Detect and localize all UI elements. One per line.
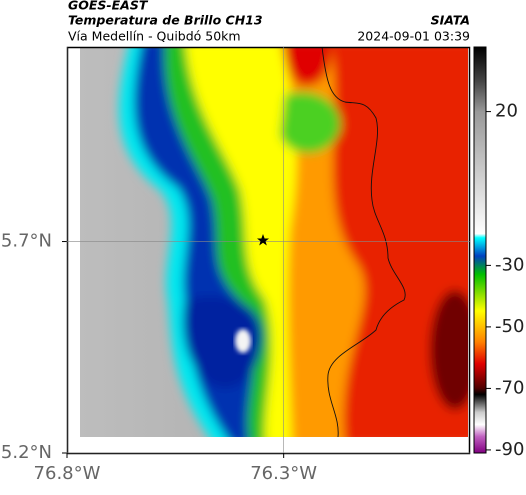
map-frame xyxy=(66,46,471,455)
colorbar xyxy=(473,46,487,454)
colorbar-label: -50 xyxy=(495,316,524,337)
lon-label: 76.8°W xyxy=(34,463,101,484)
agency: SIATA xyxy=(431,13,470,28)
lat-label: 5.2°N xyxy=(1,442,52,463)
colorbar-label: -70 xyxy=(495,377,524,398)
station-marker xyxy=(257,234,269,246)
satellite-image xyxy=(80,47,468,437)
colorbar-label: 20 xyxy=(495,101,518,122)
colorbar-label: -30 xyxy=(495,254,524,275)
lat-label: 5.7°N xyxy=(1,231,52,252)
source: GOES-EAST xyxy=(68,0,149,13)
lon-label: 76.3°W xyxy=(250,463,317,484)
colorbar-label: -90 xyxy=(495,439,524,460)
title: Temperatura de Brillo CH13 xyxy=(68,13,263,28)
subtitle: Vía Medellín - Quibdó 50km xyxy=(68,29,241,44)
timestamp: 2024-09-01 03:39 xyxy=(357,29,470,44)
